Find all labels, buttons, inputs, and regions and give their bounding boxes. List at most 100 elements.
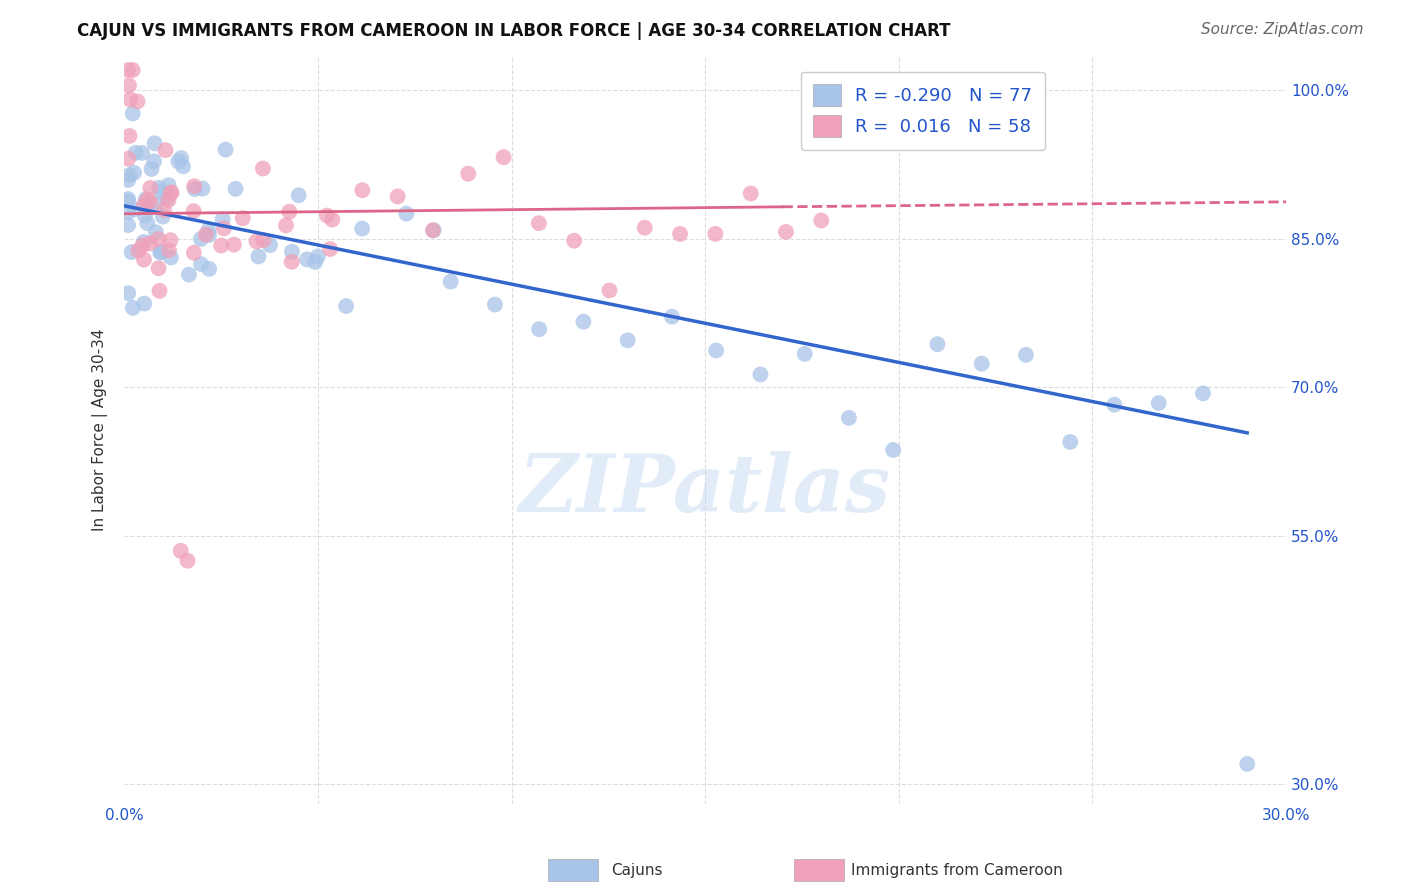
Point (259, 238, 281, 252)
Point (661, 310, 683, 324)
Point (134, 296, 156, 310)
Point (149, 245, 172, 260)
Point (153, 202, 176, 217)
Point (176, 554, 198, 568)
Text: Source: ZipAtlas.com: Source: ZipAtlas.com (1201, 22, 1364, 37)
Point (160, 186, 183, 200)
Point (704, 343, 727, 358)
Point (304, 255, 326, 269)
Point (190, 232, 212, 246)
Point (124, 202, 146, 217)
Point (139, 181, 162, 195)
Point (131, 145, 153, 160)
Point (274, 219, 297, 233)
Point (117, 62, 139, 77)
Point (124, 145, 146, 160)
Point (170, 544, 193, 558)
Point (121, 106, 143, 120)
Point (225, 182, 247, 196)
Point (141, 161, 163, 176)
Y-axis label: In Labor Force | Age 30-34: In Labor Force | Age 30-34 (93, 328, 108, 531)
Point (352, 221, 374, 235)
Point (316, 209, 339, 223)
Point (138, 236, 160, 251)
Point (484, 297, 506, 311)
Point (295, 252, 318, 267)
Point (157, 193, 180, 207)
Point (118, 92, 141, 106)
Point (118, 128, 141, 143)
Point (440, 275, 463, 289)
Point (127, 95, 149, 109)
Point (775, 225, 797, 239)
Point (810, 213, 832, 227)
Point (307, 249, 329, 263)
Point (149, 244, 172, 259)
Point (117, 194, 139, 209)
Legend: R = -0.290   N = 77, R =  0.016   N = 58: R = -0.290 N = 77, R = 0.016 N = 58 (801, 71, 1045, 150)
Point (118, 78, 141, 93)
Text: CAJUN VS IMMIGRANTS FROM CAMEROON IN LABOR FORCE | AGE 30-34 CORRELATION CHART: CAJUN VS IMMIGRANTS FROM CAMEROON IN LAB… (77, 22, 950, 40)
Point (132, 252, 155, 267)
Point (395, 207, 418, 221)
Point (136, 216, 159, 230)
Point (160, 251, 183, 265)
Point (422, 223, 444, 237)
Point (209, 238, 232, 252)
Point (136, 193, 159, 207)
Point (155, 143, 177, 157)
Point (838, 410, 860, 425)
Point (1059, 434, 1081, 449)
Point (232, 211, 254, 226)
Point (252, 161, 274, 176)
Point (117, 173, 139, 187)
Point (1192, 386, 1215, 401)
Point (132, 198, 155, 212)
Point (1236, 756, 1258, 771)
Point (214, 143, 236, 157)
Point (117, 218, 139, 232)
Point (159, 186, 181, 201)
Point (616, 334, 638, 348)
Point (157, 178, 180, 193)
Point (132, 235, 155, 249)
Text: Immigrants from Cameroon: Immigrants from Cameroon (851, 863, 1063, 878)
Point (252, 233, 274, 247)
Point (143, 154, 166, 169)
Point (183, 245, 205, 260)
Point (184, 182, 207, 196)
Point (1147, 396, 1170, 410)
Point (572, 315, 595, 329)
Point (634, 220, 657, 235)
Point (598, 284, 620, 298)
Point (145, 225, 167, 239)
Point (159, 233, 181, 247)
Point (562, 234, 585, 248)
Point (190, 257, 212, 271)
Point (927, 337, 949, 351)
Point (131, 238, 153, 252)
Point (148, 261, 170, 276)
Point (148, 284, 170, 298)
Text: Cajuns: Cajuns (612, 863, 664, 878)
Point (152, 210, 174, 224)
Point (157, 244, 180, 258)
Point (387, 189, 409, 203)
Point (170, 151, 193, 165)
Point (198, 261, 221, 276)
Point (121, 62, 143, 77)
Point (1104, 398, 1126, 412)
Point (183, 204, 205, 219)
Point (172, 159, 194, 173)
Point (156, 191, 179, 205)
Point (117, 152, 139, 166)
Point (148, 232, 170, 246)
Point (882, 442, 904, 457)
Point (118, 168, 141, 182)
Point (197, 223, 219, 237)
Point (669, 227, 692, 241)
Point (527, 322, 550, 336)
Point (117, 205, 139, 219)
Point (135, 192, 157, 206)
Point (422, 223, 444, 237)
